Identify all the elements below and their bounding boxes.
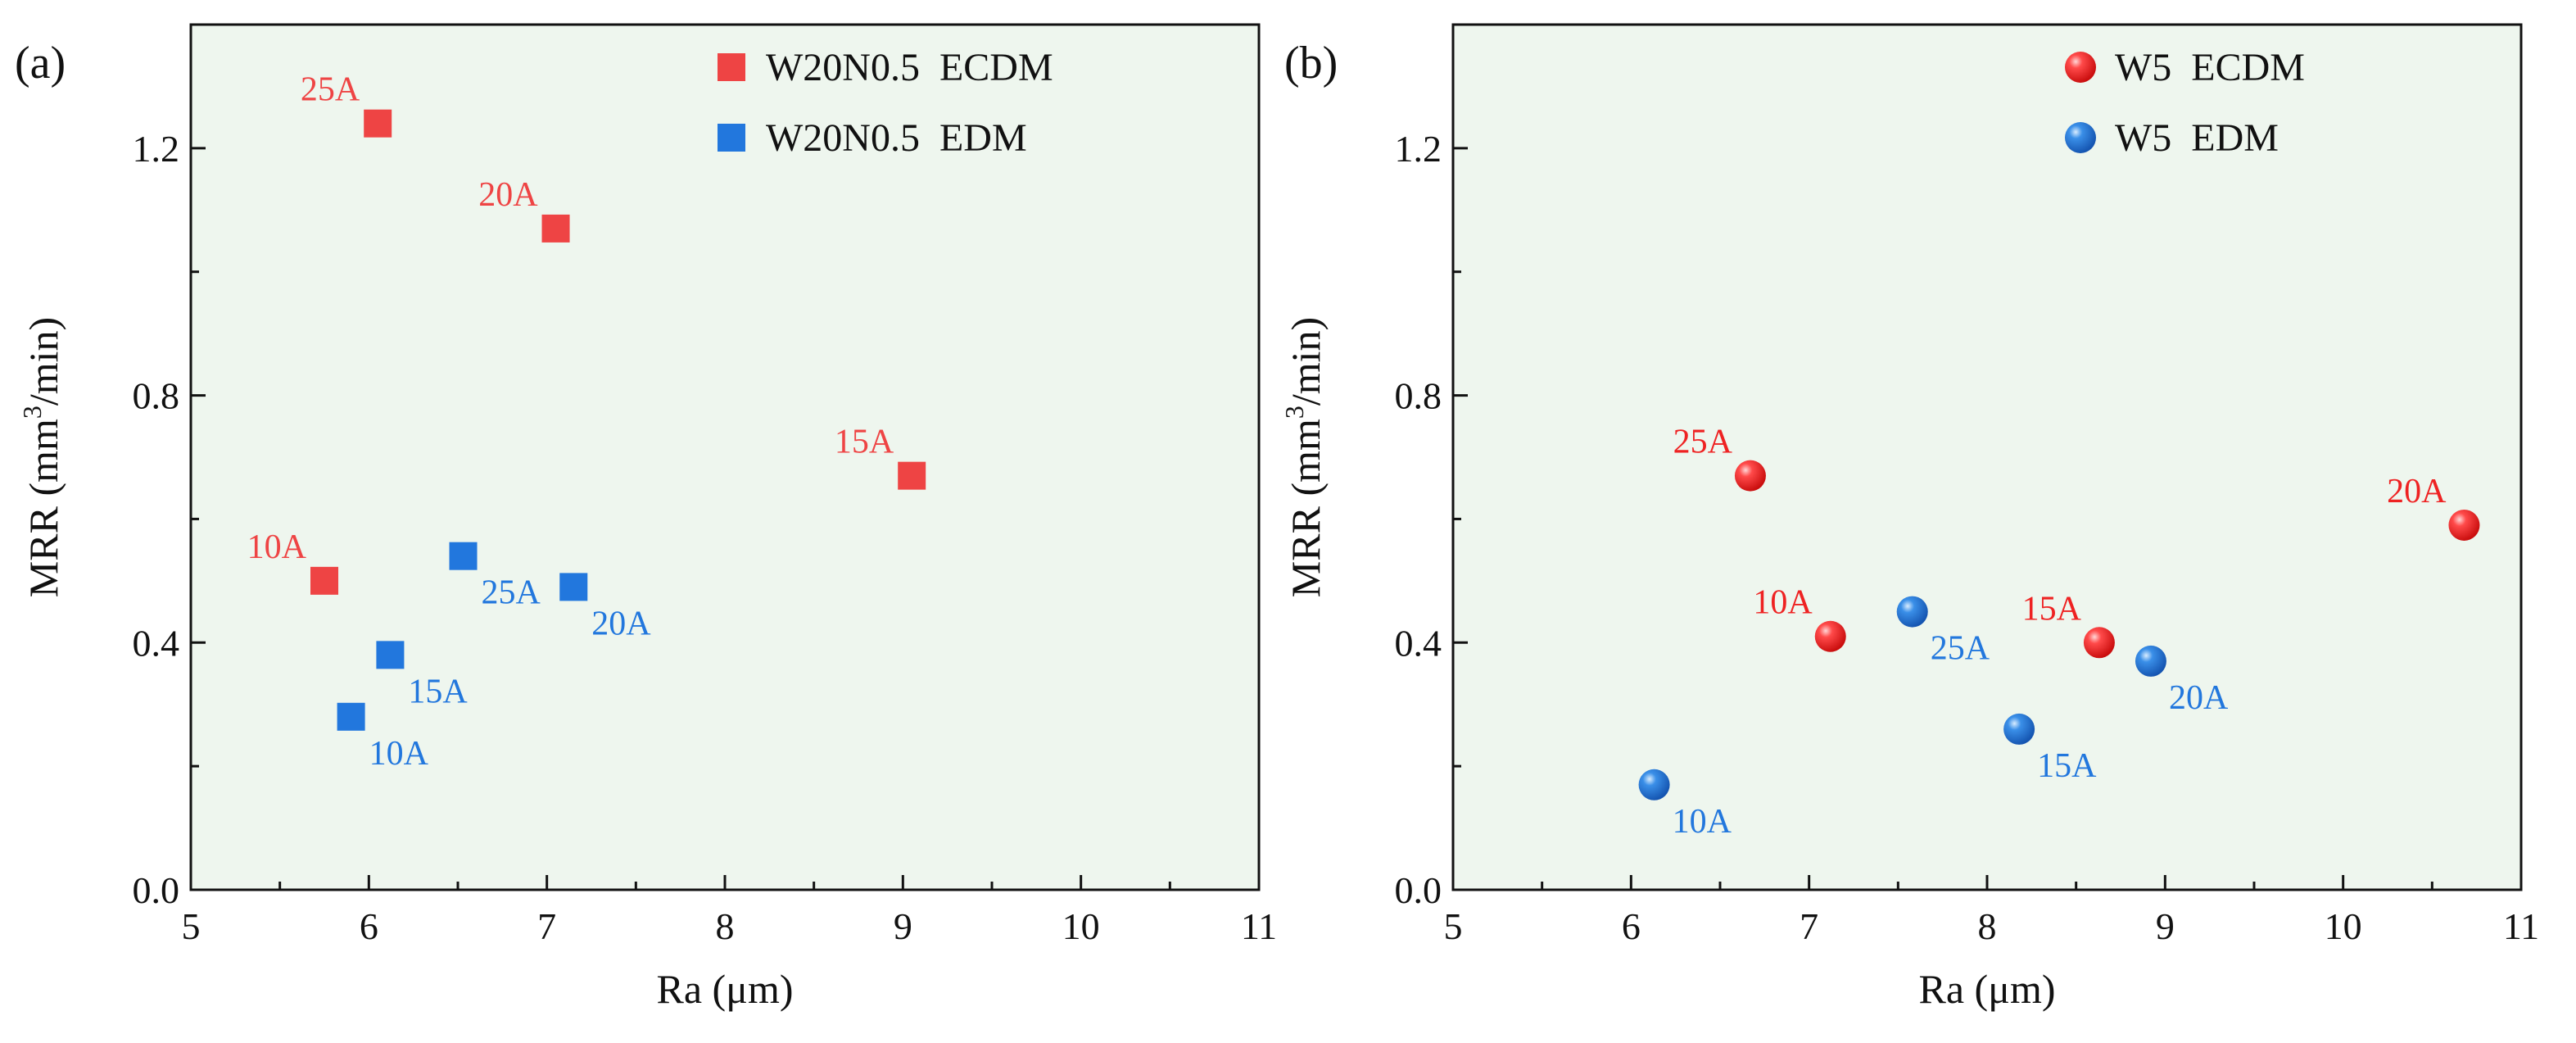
data-point-25a-ecdm <box>1734 460 1766 492</box>
panel-label-a: (a) <box>15 38 66 88</box>
data-point-10a-ecdm <box>310 566 338 595</box>
plot-area-b <box>1453 25 2521 890</box>
data-point-10a-edm <box>1638 769 1670 800</box>
x-axis-label: Ra (μm) <box>656 966 793 1012</box>
y-tick-label: 0.0 <box>1395 869 1442 911</box>
point-label: 25A <box>482 574 541 612</box>
point-label: 10A <box>369 735 429 773</box>
y-tick-label: 0.4 <box>133 622 180 664</box>
x-tick-label: 11 <box>1241 905 1277 947</box>
point-label: 25A <box>1931 630 1990 668</box>
x-tick-label: 7 <box>537 905 556 947</box>
legend-marker-edm <box>2065 122 2096 153</box>
y-axis-label: MRR (mm3/min) <box>17 317 66 597</box>
legend-label-ecdm: W5 ECDM <box>2115 46 2305 89</box>
y-tick-label: 0.0 <box>133 869 180 911</box>
x-tick-label: 7 <box>1800 905 1818 947</box>
point-label: 10A <box>247 528 307 566</box>
y-axis-label: MRR (mm3/min) <box>1279 317 1329 597</box>
plot-area-a <box>191 25 1259 890</box>
data-point-25a-edm <box>1896 596 1928 628</box>
point-label: 20A <box>478 176 538 214</box>
y-axis-label-suffix: /min) <box>1283 317 1329 406</box>
data-point-15a-ecdm <box>898 461 926 490</box>
data-point-25a-ecdm <box>364 109 392 138</box>
x-tick-label: 9 <box>2156 905 2175 947</box>
y-axis-label-superscript: 3 <box>1279 406 1309 419</box>
panel-label-b: (b) <box>1284 38 1338 88</box>
point-label: 15A <box>2037 747 2097 785</box>
x-tick-label: 9 <box>894 905 912 947</box>
y-tick-label: 1.2 <box>133 128 180 170</box>
data-point-15a-edm <box>2003 713 2035 745</box>
legend-marker-ecdm <box>2065 52 2096 83</box>
point-label: 10A <box>1753 584 1813 622</box>
legend-marker-ecdm <box>718 53 745 81</box>
y-axis-label-superscript: 3 <box>17 406 47 419</box>
x-tick-label: 6 <box>360 905 378 947</box>
point-label: 20A <box>2387 473 2447 510</box>
data-point-15a-ecdm <box>2083 627 2115 659</box>
data-point-15a-edm <box>376 641 405 669</box>
point-label: 10A <box>1673 803 1732 841</box>
legend-marker-edm <box>718 124 745 152</box>
point-label: 20A <box>591 605 651 642</box>
data-point-20a-edm <box>2135 645 2166 677</box>
y-axis-label-prefix: MRR (mm <box>20 419 66 597</box>
data-point-20a-ecdm <box>541 214 570 243</box>
panel-a-chart: 5 6 7 8 9 10 11 0.0 0.4 0.8 1.2 Ra (μm) MRR (mm3/min… <box>15 23 1277 1012</box>
panel-b-chart: 5 6 7 8 9 10 11 0.0 0.4 0.8 1.2 Ra (μm) MRR (mm3/min… <box>1279 23 2539 1012</box>
legend-label-edm: W20N0.5 EDM <box>766 116 1027 160</box>
legend-label-edm: W5 EDM <box>2115 116 2279 160</box>
point-label: 15A <box>408 673 468 710</box>
x-tick-label: 8 <box>1978 905 1997 947</box>
point-label: 15A <box>2022 590 2082 628</box>
y-axis-label-suffix: /min) <box>20 317 66 406</box>
axes-frame-a <box>189 23 1261 891</box>
point-label: 20A <box>2169 679 2229 717</box>
data-point-10a-edm <box>337 702 365 731</box>
data-point-20a-edm <box>559 573 588 601</box>
x-tick-label: 11 <box>2503 905 2539 947</box>
x-axis-label: Ra (μm) <box>1918 966 2055 1012</box>
x-tick-label: 8 <box>716 905 735 947</box>
y-axis-label-prefix: MRR (mm <box>1283 419 1329 597</box>
x-tick-label: 5 <box>1444 905 1463 947</box>
data-point-20a-ecdm <box>2448 509 2480 541</box>
axes-frame-b <box>1451 23 2523 891</box>
legend-label-ecdm: W20N0.5 ECDM <box>766 46 1053 89</box>
y-tick-label: 0.8 <box>133 375 180 417</box>
point-label: 25A <box>301 71 360 109</box>
y-tick-label: 1.2 <box>1395 128 1442 170</box>
data-point-25a-edm <box>449 542 478 570</box>
x-tick-label: 6 <box>1622 905 1641 947</box>
x-tick-label: 5 <box>182 905 201 947</box>
point-label: 25A <box>1673 424 1733 461</box>
x-tick-label: 10 <box>2325 905 2362 947</box>
point-label: 15A <box>835 424 894 461</box>
x-tick-label: 10 <box>1062 905 1100 947</box>
data-point-10a-ecdm <box>1814 620 1846 652</box>
y-tick-label: 0.4 <box>1395 622 1442 664</box>
y-tick-label: 0.8 <box>1395 375 1442 417</box>
